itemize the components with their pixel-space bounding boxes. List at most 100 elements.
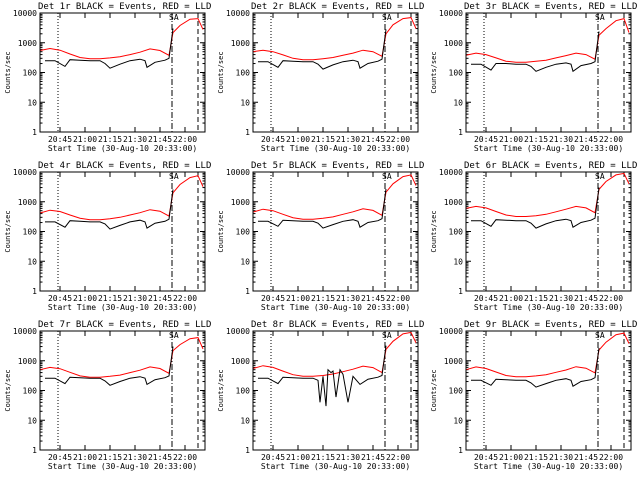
y-tick-label: 1000 — [231, 198, 250, 207]
x-tick-label: 21:45 — [361, 135, 385, 144]
sa-annotation: SA — [595, 331, 605, 340]
y-tick-label: 10 — [453, 257, 463, 266]
series-lld-line — [465, 17, 630, 63]
y-tick-label: 10 — [27, 416, 37, 425]
y-tick-label: 10000 — [13, 327, 37, 336]
x-tick-label: 21:00 — [499, 453, 523, 462]
y-tick-label: 1000 — [444, 39, 463, 48]
y-axis-label: Counts/sec — [4, 369, 12, 411]
panel-det-8: Det 8r BLACK = Events, RED = LLD 1 10 100 10… — [217, 320, 424, 471]
x-tick-label: 21:00 — [286, 453, 310, 462]
x-tick-label: 22:00 — [599, 135, 623, 144]
y-tick-label: 1 — [32, 287, 37, 296]
y-tick-label: 10000 — [226, 327, 250, 336]
y-tick-label: 1 — [458, 446, 463, 455]
x-tick-label: 20:45 — [261, 135, 285, 144]
y-axis-label: Counts/sec — [430, 210, 438, 252]
panel-det-9: Det 9r BLACK = Events, RED = LLD 1 10 100 10… — [430, 320, 637, 471]
y-axis-label: Counts/sec — [217, 51, 225, 93]
x-tick-label: 21:15 — [524, 453, 548, 462]
y-axis-label: Counts/sec — [430, 51, 438, 93]
plot-frame — [252, 12, 419, 133]
x-tick-label: 22:00 — [599, 294, 623, 303]
series-events-line — [471, 187, 600, 229]
y-tick-label: 10000 — [226, 9, 250, 18]
panel-title: Det 6r BLACK = Events, RED = LLD — [464, 161, 637, 171]
x-tick-label: 21:45 — [148, 453, 172, 462]
x-tick-label: 21:00 — [73, 135, 97, 144]
panel-det-5: Det 5r BLACK = Events, RED = LLD 1 10 100 10… — [217, 161, 424, 312]
y-tick-label: 1 — [458, 287, 463, 296]
y-axis-label: Counts/sec — [4, 210, 12, 252]
x-tick-label: 21:45 — [574, 453, 598, 462]
x-axis-label: Start Time (30-Aug-10 20:33:00) — [48, 303, 197, 312]
y-tick-label: 100 — [236, 228, 251, 237]
x-tick-label: 20:45 — [474, 135, 498, 144]
y-axis-label: Counts/sec — [430, 369, 438, 411]
sa-annotation: SA — [169, 13, 179, 22]
x-tick-label: 20:45 — [48, 135, 72, 144]
y-tick-label: 1 — [245, 128, 250, 137]
sa-annotation: SA — [382, 331, 392, 340]
plot-frame — [465, 12, 632, 133]
x-tick-label: 21:15 — [524, 294, 548, 303]
y-tick-label: 10000 — [439, 9, 463, 18]
x-axis-label: Start Time (30-Aug-10 20:33:00) — [474, 303, 623, 312]
series-lld-line — [252, 331, 417, 377]
series-events-line — [471, 347, 600, 388]
x-tick-label: 21:15 — [311, 294, 335, 303]
x-tick-label: 21:00 — [499, 294, 523, 303]
panel-det-6: Det 6r BLACK = Events, RED = LLD 1 10 100 10… — [430, 161, 637, 312]
x-tick-label: 20:45 — [474, 294, 498, 303]
plot-frame — [252, 330, 419, 451]
x-tick-label: 21:30 — [336, 135, 360, 144]
x-tick-label: 21:30 — [336, 294, 360, 303]
y-tick-label: 10000 — [439, 168, 463, 177]
panel-title: Det 4r BLACK = Events, RED = LLD — [38, 161, 211, 171]
x-tick-label: 21:30 — [549, 294, 573, 303]
y-tick-label: 100 — [449, 228, 464, 237]
y-tick-label: 100 — [236, 387, 251, 396]
plot-frame — [39, 171, 206, 292]
y-tick-label: 10000 — [13, 168, 37, 177]
y-tick-label: 100 — [23, 69, 38, 78]
panel-title: Det 1r BLACK = Events, RED = LLD — [38, 2, 211, 12]
x-axis-label: Start Time (30-Aug-10 20:33:00) — [261, 144, 410, 153]
x-tick-label: 22:00 — [386, 135, 410, 144]
series-lld-line — [39, 18, 204, 60]
x-axis-label: Start Time (30-Aug-10 20:33:00) — [261, 462, 410, 471]
series-events-line — [471, 31, 600, 73]
y-tick-label: 10 — [453, 416, 463, 425]
x-tick-label: 20:45 — [261, 453, 285, 462]
x-tick-label: 21:30 — [336, 453, 360, 462]
sa-annotation: SA — [169, 331, 179, 340]
x-tick-label: 21:00 — [286, 294, 310, 303]
y-tick-label: 10000 — [439, 327, 463, 336]
plot-frame — [252, 171, 419, 292]
series-lld-line — [39, 337, 204, 378]
panel-det-4: Det 4r BLACK = Events, RED = LLD 1 10 100 10… — [4, 161, 211, 312]
y-tick-label: 1 — [245, 287, 250, 296]
y-tick-label: 1000 — [444, 357, 463, 366]
y-tick-label: 10 — [240, 98, 250, 107]
series-events-line — [258, 345, 387, 407]
y-axis-label: Counts/sec — [217, 210, 225, 252]
x-tick-label: 21:15 — [98, 294, 122, 303]
y-tick-label: 1 — [458, 128, 463, 137]
x-tick-label: 22:00 — [599, 453, 623, 462]
x-tick-label: 21:45 — [148, 294, 172, 303]
x-tick-label: 21:15 — [311, 453, 335, 462]
x-tick-label: 21:45 — [361, 294, 385, 303]
x-tick-label: 22:00 — [173, 294, 197, 303]
y-tick-label: 1000 — [231, 39, 250, 48]
series-events-line — [45, 346, 174, 386]
y-tick-label: 10 — [240, 416, 250, 425]
y-axis-label: Counts/sec — [217, 369, 225, 411]
x-tick-label: 21:15 — [98, 453, 122, 462]
x-tick-label: 20:45 — [261, 294, 285, 303]
sa-annotation: SA — [595, 172, 605, 181]
series-events-line — [258, 29, 387, 70]
x-axis-label: Start Time (30-Aug-10 20:33:00) — [48, 462, 197, 471]
y-tick-label: 1 — [245, 446, 250, 455]
